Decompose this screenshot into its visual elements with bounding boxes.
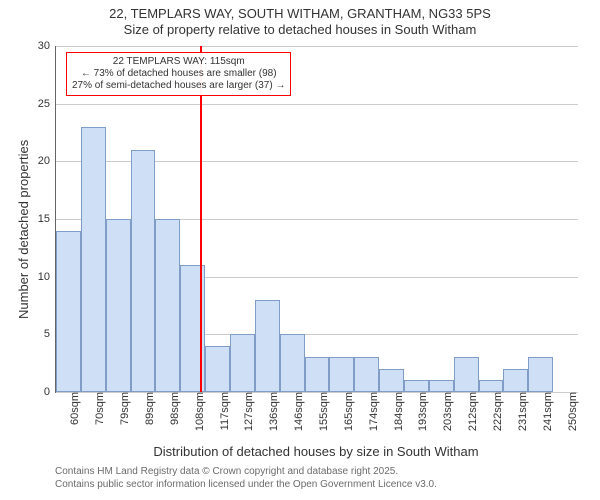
y-tick-label: 25 [38, 98, 56, 110]
x-tick-label: 60sqm [65, 392, 81, 425]
histogram-bar [379, 369, 404, 392]
x-tick-label: 165sqm [339, 392, 355, 431]
x-tick-label: 89sqm [140, 392, 156, 425]
histogram-bar [528, 357, 553, 392]
histogram-bar [230, 334, 255, 392]
x-tick-label: 117sqm [215, 392, 231, 430]
chart-container: 22, TEMPLARS WAY, SOUTH WITHAM, GRANTHAM… [0, 0, 600, 500]
histogram-bar [503, 369, 528, 392]
x-tick-label: 70sqm [90, 392, 106, 425]
reference-line [200, 46, 202, 392]
y-tick-label: 0 [44, 386, 56, 398]
histogram-bar [454, 357, 479, 392]
histogram-bar [56, 231, 81, 392]
x-tick-label: 136sqm [264, 392, 280, 431]
y-gridline [56, 104, 578, 105]
y-tick-label: 20 [38, 155, 56, 167]
histogram-bar [404, 380, 429, 392]
x-tick-label: 193sqm [413, 392, 429, 431]
x-tick-label: 222sqm [488, 392, 504, 431]
histogram-bar [155, 219, 180, 392]
footer-note: Contains HM Land Registry data © Crown c… [55, 466, 437, 491]
histogram-bar [429, 380, 454, 392]
x-tick-label: 155sqm [314, 392, 330, 431]
x-tick-label: 174sqm [364, 392, 380, 431]
annotation-line: ← 73% of detached houses are smaller (98… [72, 68, 285, 80]
histogram-bar [479, 380, 504, 392]
y-tick-label: 15 [38, 213, 56, 225]
histogram-bar [280, 334, 305, 392]
annotation-line: 27% of semi-detached houses are larger (… [72, 80, 285, 92]
x-tick-label: 212sqm [463, 392, 479, 431]
histogram-bar [131, 150, 156, 392]
x-tick-label: 203sqm [438, 392, 454, 431]
y-tick-label: 5 [44, 328, 56, 340]
x-tick-label: 231sqm [513, 392, 529, 431]
histogram-bar [329, 357, 354, 392]
histogram-bar [255, 300, 280, 392]
x-axis-label: Distribution of detached houses by size … [55, 444, 577, 459]
title-line-1: 22, TEMPLARS WAY, SOUTH WITHAM, GRANTHAM… [0, 6, 600, 22]
y-tick-label: 10 [38, 271, 56, 283]
annotation-box: 22 TEMPLARS WAY: 115sqm← 73% of detached… [66, 52, 291, 96]
histogram-bar [106, 219, 131, 392]
histogram-bar [205, 346, 230, 392]
x-tick-label: 250sqm [563, 392, 579, 431]
annotation-line: 22 TEMPLARS WAY: 115sqm [72, 56, 285, 68]
y-gridline [56, 46, 578, 47]
y-tick-label: 30 [38, 40, 56, 52]
footer-line-2: Contains public sector information licen… [55, 479, 437, 492]
footer-line-1: Contains HM Land Registry data © Crown c… [55, 466, 437, 479]
chart-title: 22, TEMPLARS WAY, SOUTH WITHAM, GRANTHAM… [0, 0, 600, 39]
x-tick-label: 79sqm [115, 392, 131, 425]
histogram-bar [305, 357, 330, 392]
y-axis-label: Number of detached properties [16, 140, 31, 319]
x-tick-label: 241sqm [538, 392, 554, 431]
x-tick-label: 108sqm [190, 392, 206, 431]
plot-area: 05101520253060sqm70sqm79sqm89sqm98sqm108… [55, 46, 578, 393]
x-tick-label: 127sqm [239, 392, 255, 431]
x-tick-label: 146sqm [289, 392, 305, 431]
x-tick-label: 184sqm [389, 392, 405, 431]
histogram-bar [354, 357, 379, 392]
x-tick-label: 98sqm [165, 392, 181, 425]
histogram-bar [81, 127, 106, 392]
title-line-2: Size of property relative to detached ho… [0, 22, 600, 38]
